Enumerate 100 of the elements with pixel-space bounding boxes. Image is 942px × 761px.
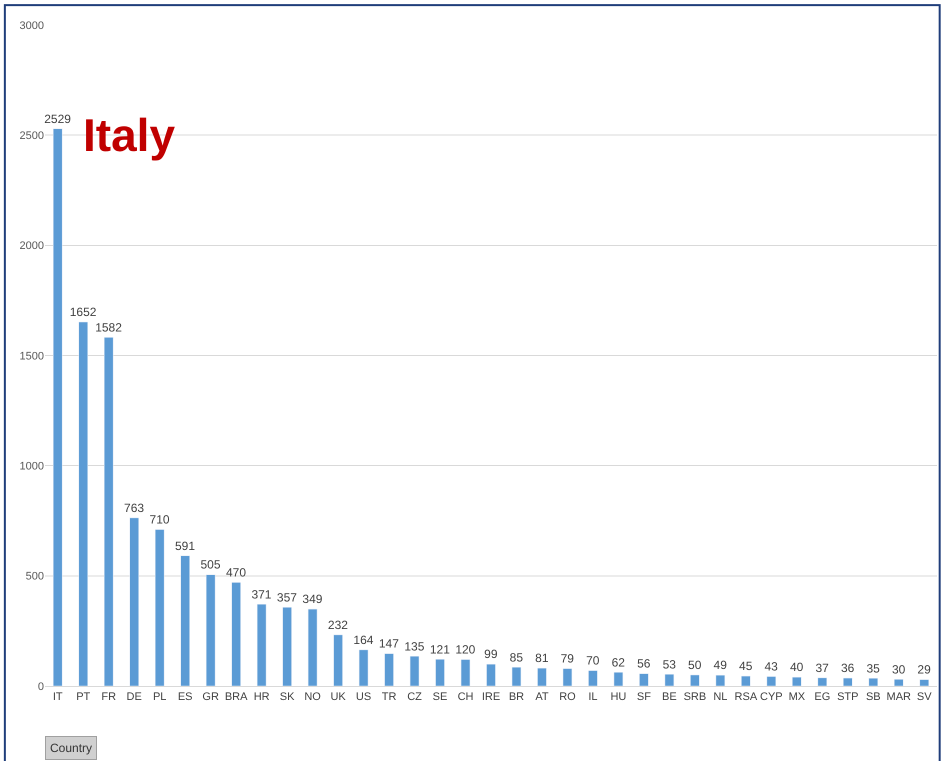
- y-tick-label: 0: [38, 680, 44, 693]
- x-tick-label: PT: [76, 691, 91, 704]
- x-tick-label: BR: [508, 691, 524, 704]
- data-label: 36: [840, 661, 855, 676]
- x-tick-label: BE: [662, 691, 677, 704]
- bar: [894, 679, 904, 686]
- x-tick-label: FR: [101, 691, 116, 704]
- data-label: 1652: [70, 305, 97, 320]
- data-label: 164: [353, 632, 374, 647]
- bar: [537, 668, 547, 686]
- bar: [129, 518, 139, 686]
- bar: [410, 656, 420, 686]
- y-tick-label: 2000: [20, 240, 44, 252]
- bar: [308, 608, 318, 686]
- data-label: 85: [510, 650, 524, 664]
- x-tick-label: IL: [588, 691, 598, 704]
- x-tick-label: PL: [152, 691, 166, 704]
- data-label: 371: [251, 587, 272, 602]
- x-tick-label: GR: [202, 691, 219, 704]
- x-tick-label: TR: [382, 691, 396, 704]
- bar: [384, 653, 394, 686]
- x-tick-label: CYP: [760, 691, 783, 704]
- bar: [460, 659, 470, 686]
- data-label: 62: [612, 655, 626, 670]
- x-tick-label: EG: [814, 691, 830, 704]
- y-tick-label: 500: [26, 570, 44, 583]
- data-label: 710: [150, 512, 170, 527]
- x-tick-label: CZ: [407, 691, 422, 704]
- x-tick-label: RO: [559, 691, 576, 704]
- x-tick-label: NO: [304, 691, 322, 704]
- y-tick-label: 1000: [20, 460, 44, 473]
- data-label: 81: [535, 651, 549, 666]
- x-tick-label: MX: [788, 691, 806, 704]
- bar: [512, 667, 522, 686]
- data-label: 121: [430, 642, 450, 656]
- data-label: 53: [662, 657, 676, 672]
- y-tick-label: 2500: [20, 130, 44, 142]
- x-tick-label: SK: [280, 691, 296, 704]
- x-tick-label: SRB: [684, 691, 706, 704]
- data-label: 505: [200, 558, 221, 572]
- data-label: 135: [404, 639, 425, 654]
- bar: [741, 676, 751, 686]
- bar: [843, 678, 853, 686]
- x-tick-label: CH: [458, 691, 474, 704]
- bar: [486, 664, 496, 686]
- text: Country: [50, 741, 92, 755]
- x-tick-label: RSA: [734, 691, 758, 704]
- bar: [282, 607, 292, 686]
- bar: [920, 679, 929, 686]
- data-label: 79: [560, 652, 574, 666]
- bar: [231, 582, 241, 686]
- data-label: 40: [790, 660, 804, 674]
- bar: [180, 556, 190, 686]
- data-label: 2529: [44, 112, 72, 126]
- y-tick-label: 3000: [20, 20, 44, 32]
- data-label: 35: [866, 661, 880, 676]
- data-label: 763: [124, 500, 144, 515]
- bar: [766, 676, 776, 686]
- data-label: 56: [637, 656, 651, 671]
- data-label: 99: [484, 647, 498, 662]
- bar: [868, 678, 878, 686]
- bar: [588, 670, 598, 686]
- x-tick-label: IT: [52, 691, 63, 704]
- x-tick-label: IRE: [482, 691, 500, 704]
- data-label: 470: [226, 565, 246, 580]
- bar: [664, 674, 674, 686]
- x-tick-label: HR: [254, 691, 270, 704]
- x-tick-label: NL: [713, 691, 728, 704]
- bar: [818, 678, 828, 686]
- x-tick-label: ES: [178, 691, 193, 704]
- data-label: 30: [892, 662, 906, 676]
- x-tick-label: SF: [636, 691, 652, 704]
- bar: [53, 128, 62, 686]
- data-label: 1582: [95, 320, 122, 334]
- data-label: 70: [586, 654, 600, 668]
- data-label: 29: [917, 662, 932, 677]
- y-tick-label: 1500: [20, 350, 44, 362]
- data-label: 50: [688, 658, 702, 672]
- annotation: Italy: [83, 109, 176, 161]
- bar: [154, 529, 164, 686]
- bar: [716, 674, 726, 686]
- x-tick-label: SB: [866, 691, 881, 704]
- bar: [690, 674, 700, 686]
- bar: [792, 676, 802, 686]
- x-tick-label: UK: [330, 691, 346, 704]
- data-label: 43: [764, 660, 778, 674]
- bar: [639, 673, 649, 686]
- data-label: 591: [174, 538, 196, 553]
- bar: [435, 659, 445, 686]
- x-tick-label: STP: [837, 691, 859, 704]
- x-tick-label: HU: [610, 691, 626, 704]
- x-tick-label: SV: [916, 691, 932, 704]
- x-tick-label: DE: [126, 691, 142, 704]
- data-label: 147: [378, 636, 400, 651]
- data-label: 45: [739, 659, 753, 674]
- x-tick-label: BRA: [224, 691, 248, 704]
- bar: [562, 668, 572, 686]
- x-tick-label: SE: [432, 691, 448, 704]
- data-label: 49: [714, 658, 728, 672]
- data-label: 37: [815, 660, 830, 675]
